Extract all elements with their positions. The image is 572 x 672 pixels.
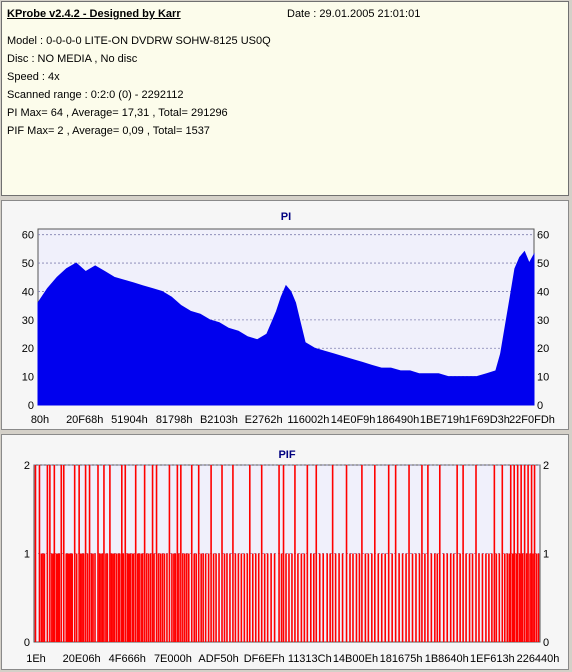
x-tick-label: 80h [31,414,49,426]
app-title: KProbe v2.4.2 - Designed by Karr [7,8,181,20]
x-tick-label: 81798h [156,414,193,426]
pif-stats-line: PIF Max= 2 , Average= 0,09 , Total= 1537 [7,125,210,137]
chart-title: PIF [278,449,295,461]
y-tick-label-left: 10 [22,372,34,384]
x-tick-label: 11313Ch [288,653,332,665]
model-line: Model : 0-0-0-0 LITE-ON DVDRW SOHW-8125 … [7,35,271,47]
y-tick-label-left: 30 [22,315,34,327]
y-tick-label-right: 0 [543,637,549,649]
y-tick-label-right: 40 [537,286,549,298]
x-tick-label: 1EF613h [470,653,515,665]
x-tick-label: B2103h [200,414,238,426]
x-tick-label: E2762h [245,414,283,426]
pif-chart: PIF 0 0 1 1 2 2 1Eh 20E06h 4F666h 7E000h ADF50h DF6E… [24,449,560,665]
y-tick-label-left: 40 [22,286,34,298]
x-tick-label: 1BE719h [420,414,465,426]
y-tick-label-right: 0 [537,400,543,412]
x-tick-label: 20F68h [66,414,103,426]
x-tick-label: 51904h [111,414,148,426]
x-tick-label: 4F666h [109,653,146,665]
y-tick-label-left: 60 [22,230,34,242]
pi-chart-panel: PI 0 0 10 10 20 20 30 30 40 40 50 50 60 60 80h 20F68h 519… [1,200,569,430]
y-tick-label-right: 20 [537,343,549,355]
x-tick-label: 20E06h [63,653,101,665]
x-tick-label: 22F0FDh [509,414,555,426]
x-tick-label: 1Eh [26,653,46,665]
pi-stats-line: PI Max= 64 , Average= 17,31 , Total= 291… [7,107,228,119]
chart-title: PI [281,211,291,223]
x-tick-label: 186490h [376,414,419,426]
scan-date: Date : 29.01.2005 21:01:01 [287,8,421,20]
y-tick-label-right: 10 [537,372,549,384]
y-tick-label-left: 50 [22,258,34,270]
x-tick-label: DF6EFh [244,653,285,665]
info-panel: KProbe v2.4.2 - Designed by Karr Date : … [1,1,569,196]
x-tick-label: 1B8640h [425,653,469,665]
y-tick-label-right: 60 [537,230,549,242]
x-tick-label: 116002h [287,414,329,426]
x-tick-label: 14B00Eh [333,653,378,665]
y-tick-label-right: 30 [537,315,549,327]
x-tick-label: 226440h [517,653,560,665]
y-tick-label-left: 0 [24,637,30,649]
x-tick-label: 7E000h [154,653,192,665]
scanned-range-line: Scanned range : 0:2:0 (0) - 2292112 [7,89,184,101]
x-tick-label: 14E0F9h [331,414,376,426]
pif-chart-panel: PIF 0 0 1 1 2 2 1Eh 20E06h 4F666h 7E000h ADF50h DF6E… [1,434,569,670]
y-tick-label-right: 2 [543,460,549,472]
y-tick-label-right: 50 [537,258,549,270]
y-tick-label-left: 2 [24,460,30,472]
x-tick-label: ADF50h [198,653,238,665]
y-tick-label-left: 20 [22,343,34,355]
disc-line: Disc : NO MEDIA , No disc [7,53,138,65]
pi-series-area [37,250,535,406]
x-tick-label: 1F69D3h [465,414,510,426]
y-tick-label-left: 0 [28,400,34,412]
speed-line: Speed : 4x [7,71,60,83]
y-tick-label-right: 1 [543,549,549,561]
x-tick-label: 181675h [380,653,423,665]
y-tick-label-left: 1 [24,549,30,561]
pi-chart: PI 0 0 10 10 20 20 30 30 40 40 50 50 60 60 80h 20F68h 519… [22,211,555,426]
